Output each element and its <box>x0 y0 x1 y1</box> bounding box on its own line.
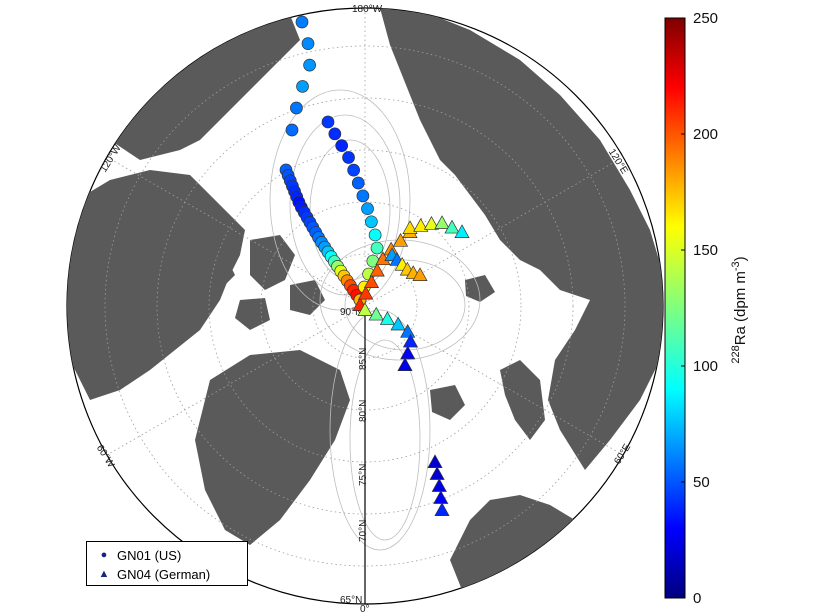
gn01-station-circle <box>368 228 382 242</box>
lat-label-65n: 65°N <box>340 595 362 606</box>
gn04-station-markers <box>352 215 470 516</box>
circle-marker-icon: ● <box>100 549 108 561</box>
legend-label-gn01: GN01 (US) <box>117 547 182 563</box>
svalbard-islands <box>430 275 495 420</box>
gn04-station-triangle <box>423 215 440 230</box>
gn01-station-circle <box>321 115 335 129</box>
gn04-station-triangle <box>434 215 450 229</box>
gn01-station-circle <box>290 101 303 115</box>
colorbar-label: 228Ra (dpm m-3) <box>730 256 749 363</box>
gn04-station-triangle <box>433 490 449 504</box>
triangle-marker-icon: ▲ <box>98 568 110 580</box>
gn04-station-triangle <box>357 302 373 316</box>
gn04-station-triangle <box>413 218 429 232</box>
lon-label-180w: 180°W <box>352 4 383 15</box>
gn01-station-circle <box>351 176 365 190</box>
latitude-labels: 90°N 85°N 80°N 75°N 70°N 65°N <box>340 307 369 606</box>
alaska-land <box>110 15 300 160</box>
gn01-station-circle <box>303 58 316 72</box>
gn01-station-circle <box>301 37 315 50</box>
gn01-station-circle <box>335 139 349 153</box>
colorbar-tick-label: 250 <box>693 10 718 27</box>
eurasia-land <box>380 8 663 470</box>
lon-label-0: 0° <box>360 604 370 615</box>
gn04-station-triangle <box>400 323 416 338</box>
colorbar-tick-label: 200 <box>693 126 718 143</box>
archipelago-islands <box>200 235 325 330</box>
lat-label-75n: 75°N <box>358 464 369 486</box>
legend-label-gn04: GN04 (German) <box>117 566 211 582</box>
gn04-station-triangle <box>368 306 384 321</box>
gn01-station-circle <box>342 151 355 164</box>
novaya-zemlya-land <box>500 360 545 440</box>
colorbar-gradient <box>664 17 686 599</box>
gn01-station-circle <box>285 123 299 137</box>
colorbar-tick-label: 150 <box>693 242 718 259</box>
gn04-station-triangle <box>358 285 374 300</box>
gn01-station-circle <box>356 189 370 203</box>
gn01-station-circle <box>370 241 384 255</box>
gn04-station-triangle <box>390 316 406 331</box>
gn01-station-circle <box>296 80 309 93</box>
gn01-station-circle <box>365 215 378 229</box>
gn04-station-triangle <box>434 502 450 516</box>
gn01-station-circle <box>295 15 309 29</box>
gn04-station-triangle <box>363 274 380 288</box>
legend-item-gn04: ▲ GN04 (German) <box>95 565 211 583</box>
legend: ● GN01 (US) ▲ GN04 (German) <box>86 541 248 586</box>
gn01-station-circle <box>347 163 360 177</box>
greenland-land <box>195 350 350 545</box>
lat-label-70n: 70°N <box>358 520 369 542</box>
canada-land <box>67 170 245 400</box>
gn04-station-triangle <box>402 220 418 234</box>
lat-label-85n: 85°N <box>358 348 369 370</box>
gn04-station-triangle <box>379 311 396 325</box>
gn04-station-triangle <box>427 454 443 468</box>
lat-label-90n: 90°N <box>340 307 362 318</box>
gn04-station-triangle <box>444 219 460 234</box>
gn04-station-triangle <box>400 345 416 360</box>
gn04-station-triangle <box>369 262 385 277</box>
colorbar-tick-label: 50 <box>693 474 710 491</box>
gn04-station-triangle <box>454 224 470 238</box>
colorbar-tick-label: 0 <box>693 590 701 607</box>
lat-label-80n: 80°N <box>358 400 369 422</box>
gn04-station-triangle <box>412 267 428 281</box>
bathymetry-contours <box>269 89 481 551</box>
colorbar-ticks: 0 50 100 150 200 250 <box>681 10 718 607</box>
gn01-station-circle <box>328 127 342 141</box>
colorbar: 0 50 100 150 200 250 228Ra (dpm m-3) <box>664 10 749 607</box>
gn04-station-triangle <box>429 466 445 480</box>
gn04-station-triangle <box>431 478 447 492</box>
gn01-station-circle <box>361 202 374 216</box>
gn04-station-triangle <box>392 232 409 247</box>
colorbar-tick-label: 100 <box>693 358 718 375</box>
legend-item-gn01: ● GN01 (US) <box>95 546 182 564</box>
gn04-station-triangle <box>397 357 413 371</box>
gn04-station-triangle <box>402 333 419 348</box>
